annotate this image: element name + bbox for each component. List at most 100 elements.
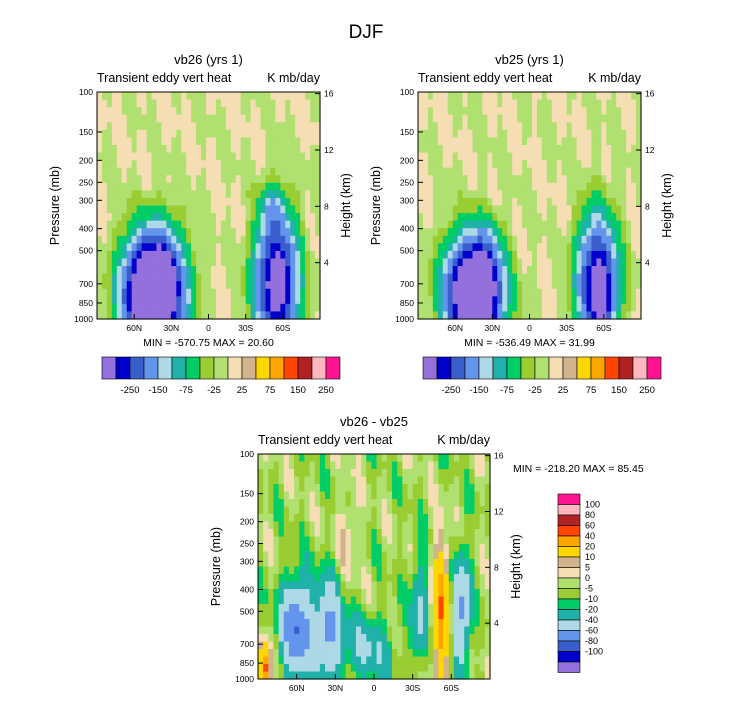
- heatmap-cell: [576, 288, 583, 297]
- heatmap-cell: [512, 152, 518, 161]
- heatmap-cell: [309, 551, 316, 560]
- heatmap-cell: [116, 160, 123, 169]
- heatmap-cell: [366, 506, 373, 515]
- heatmap-cell: [464, 499, 470, 508]
- heatmap-cell: [230, 288, 237, 297]
- heatmap-cell: [319, 611, 326, 620]
- heatmap-cell: [225, 205, 232, 214]
- heatmap-cell: [626, 220, 632, 229]
- heatmap-cell: [299, 626, 305, 635]
- heatmap-cell: [428, 506, 434, 515]
- heatmap-cell: [438, 619, 445, 628]
- heatmap-cell: [288, 476, 295, 485]
- y-tick-label: 200: [240, 517, 254, 527]
- heatmap-cell: [517, 235, 523, 244]
- heatmap-cell: [484, 581, 491, 590]
- heatmap-cell: [636, 129, 642, 138]
- heatmap-cell: [469, 596, 476, 605]
- heatmap-cell: [546, 92, 553, 101]
- heatmap-cell: [361, 484, 367, 493]
- heatmap-cell: [260, 273, 267, 282]
- heatmap-cell: [315, 235, 321, 244]
- heatmap-cell: [330, 491, 336, 500]
- heatmap-cell: [310, 190, 316, 199]
- heatmap-cell: [576, 167, 583, 176]
- heatmap-cell: [350, 596, 357, 605]
- heatmap-cell: [101, 114, 108, 123]
- heatmap-cell: [442, 281, 449, 290]
- heatmap-cell: [442, 122, 449, 131]
- heatmap-cell: [278, 664, 285, 673]
- heatmap-cell: [477, 266, 484, 275]
- heatmap-cell: [621, 243, 627, 252]
- heatmap-cell: [381, 619, 388, 628]
- heatmap-cell: [275, 220, 281, 229]
- heatmap-cell: [191, 197, 197, 207]
- heatmap-cell: [350, 649, 357, 658]
- heatmap-cell: [116, 258, 123, 267]
- colorbar-label: 80: [585, 510, 595, 520]
- heatmap-cell: [422, 454, 429, 463]
- heatmap-cell: [275, 273, 281, 282]
- y-axis-label: Pressure (mb): [369, 166, 383, 245]
- heatmap-cell: [479, 634, 486, 643]
- heatmap-cell: [340, 514, 347, 523]
- heatmap-cell: [442, 228, 449, 237]
- heatmap-cell: [355, 664, 362, 673]
- heatmap-cell: [527, 190, 533, 199]
- heatmap-cell: [126, 235, 133, 244]
- heatmap-cell: [225, 137, 232, 146]
- heatmap-cell: [131, 129, 138, 138]
- heatmap-cell: [447, 197, 454, 207]
- heatmap-cell: [447, 152, 454, 161]
- heatmap-cell: [497, 303, 503, 313]
- heatmap-cell: [106, 258, 113, 267]
- heatmap-cell: [438, 461, 445, 470]
- heatmap-cell: [270, 129, 276, 138]
- heatmap-cell: [111, 266, 118, 275]
- heatmap-cell: [310, 129, 316, 138]
- heatmap-cell: [502, 182, 508, 191]
- heatmap-cell: [196, 311, 202, 320]
- heatmap-cell: [250, 144, 257, 154]
- colorbar-swatch: [632, 356, 648, 380]
- heatmap-cell: [345, 581, 352, 590]
- heatmap-cell: [484, 634, 491, 643]
- heatmap-cell: [571, 296, 578, 305]
- heatmap-cell: [335, 491, 342, 500]
- heatmap-cell: [220, 129, 227, 138]
- heatmap-cell: [531, 122, 538, 131]
- heatmap-cell: [230, 220, 237, 229]
- heatmap-cell: [482, 197, 488, 207]
- heatmap-cell: [438, 499, 445, 508]
- heatmap-cell: [146, 152, 153, 161]
- heatmap-cell: [166, 281, 172, 290]
- heatmap-cell: [285, 303, 291, 313]
- heatmap-cell: [280, 182, 286, 191]
- heatmap-cell: [136, 152, 143, 161]
- heatmap-cell: [418, 213, 424, 222]
- heatmap-cell: [151, 160, 158, 169]
- heatmap-cell: [171, 182, 177, 191]
- heatmap-cell: [381, 454, 388, 463]
- heatmap-cell: [319, 581, 326, 590]
- heatmap-cell: [97, 296, 103, 305]
- heatmap-cell: [407, 559, 414, 568]
- heatmap-cell: [166, 303, 172, 313]
- heatmap-cell: [472, 190, 479, 199]
- colorbar-swatch: [227, 356, 243, 380]
- heatmap-cell: [422, 213, 429, 222]
- heatmap-cell: [522, 205, 528, 214]
- heatmap-cell: [288, 574, 295, 583]
- colorbar-swatch: [562, 356, 578, 380]
- heatmap-cell: [295, 250, 301, 260]
- heatmap-cell: [280, 213, 286, 222]
- heatmap-cell: [626, 205, 632, 214]
- heatmap-cell: [146, 114, 153, 123]
- heatmap-cell: [283, 506, 290, 515]
- heatmap-cell: [215, 167, 222, 176]
- heatmap-cell: [397, 581, 403, 590]
- heatmap-cell: [340, 566, 347, 575]
- heatmap-cell: [517, 296, 523, 305]
- heatmap-cell: [240, 175, 247, 184]
